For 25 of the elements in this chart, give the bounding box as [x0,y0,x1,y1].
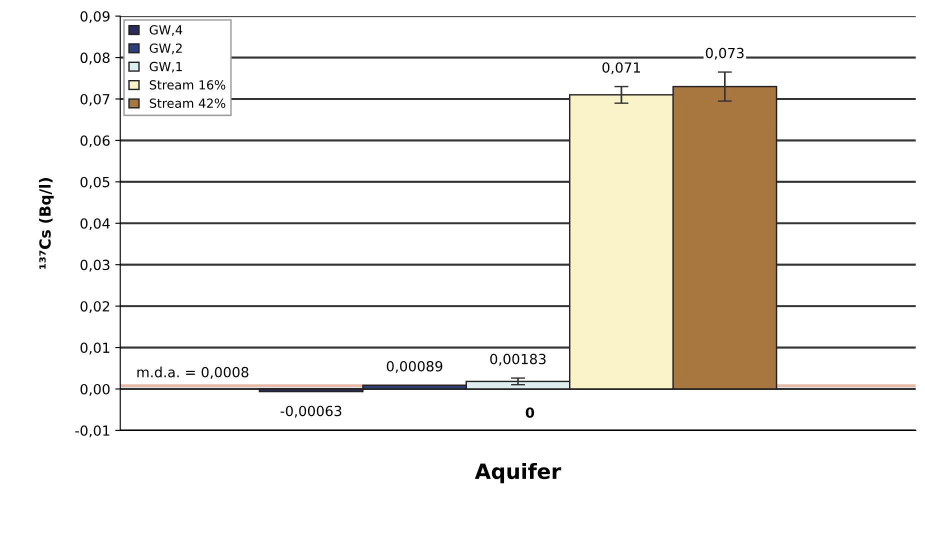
x-axis-title: Aquifer [474,463,562,484]
y-tick-label: 0,04 [80,218,110,230]
y-tick-label: 0,01 [80,342,110,354]
y-tick-label: 0,06 [80,135,110,148]
legend-label: GW,4 [150,25,182,36]
data-label: 0,00089 [386,360,442,373]
y-tick-label: 0,09 [80,11,110,24]
legend-label: GW,1 [150,62,182,73]
data-label: 0,073 [706,48,744,60]
ref-line-label: m.d.a. = 0,0008 [137,366,248,379]
y-tick-label: 0,05 [80,176,110,189]
y-tick-label: 0,02 [80,301,110,314]
legend-label: Stream 42% [150,98,226,108]
y-tick-label: -0,01 [75,425,110,438]
y-tick-label: 0,00 [80,384,110,396]
legend-label: GW,2 [150,43,182,54]
annotation: 0 [526,407,534,418]
data-label: 0,071 [602,62,640,74]
data-label: 0,00183 [490,354,546,366]
legend-label: Stream 16% [150,80,226,90]
y-tick-label: 0,07 [80,94,110,106]
y-tick-label: 0,08 [80,52,110,64]
data-label: -0,00063 [280,406,342,418]
y-axis-title: ¹³⁷Cs (Bq/l) [38,178,54,269]
y-tick-label: 0,03 [80,260,110,272]
